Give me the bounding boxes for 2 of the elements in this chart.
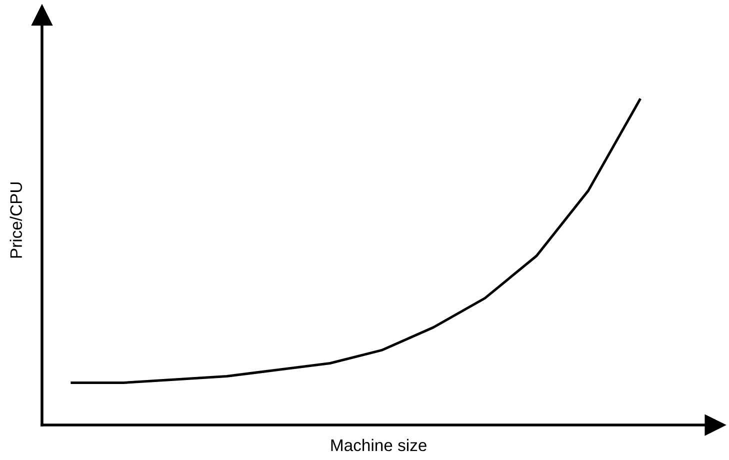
y-axis-title: Price/CPU [10, 182, 22, 258]
x-axis-title: Machine size [331, 438, 426, 452]
